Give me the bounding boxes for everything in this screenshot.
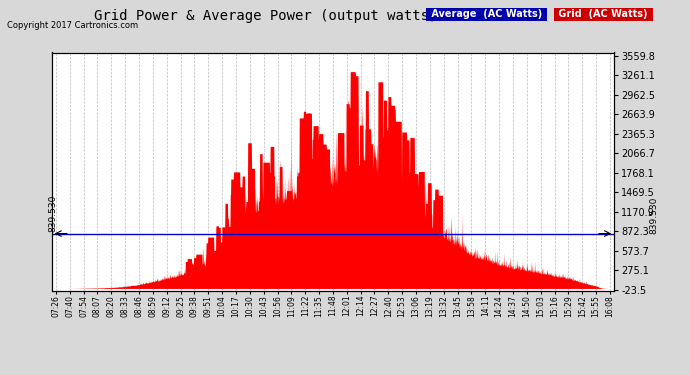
- Text: Grid  (AC Watts): Grid (AC Watts): [555, 9, 651, 20]
- Text: Grid Power & Average Power (output watts)  Fri Dec 15  16:09: Grid Power & Average Power (output watts…: [94, 9, 596, 23]
- Text: 839.530: 839.530: [649, 196, 658, 234]
- Text: Average  (AC Watts): Average (AC Watts): [428, 9, 545, 20]
- Text: Copyright 2017 Cartronics.com: Copyright 2017 Cartronics.com: [7, 21, 138, 30]
- Text: 839.530: 839.530: [48, 194, 57, 232]
